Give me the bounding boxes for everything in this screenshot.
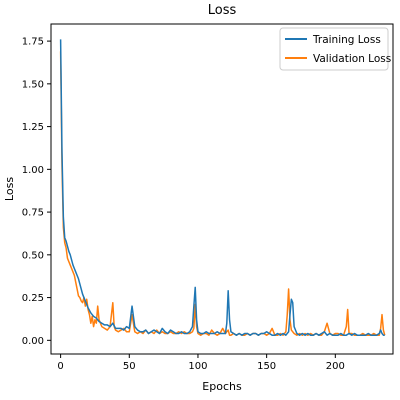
- plot-frame: [50, 23, 394, 355]
- series-lines: [59, 39, 386, 336]
- x-tick-label: 0: [57, 361, 63, 372]
- series-line-training: [59, 39, 385, 336]
- legend-label-validation: Validation Loss: [313, 53, 391, 65]
- y-axis: 0.00 0.25 0.50 0.75 1.00 1.25 1.50 1.75: [22, 37, 51, 347]
- series-line-validation: [59, 51, 386, 336]
- x-axis: 0 50 100 150 200: [57, 354, 345, 372]
- y-tick-label: 0.25: [22, 293, 44, 304]
- x-tick-label: 200: [326, 361, 345, 372]
- chart-title: Loss: [208, 3, 237, 18]
- x-tick-label: 50: [123, 361, 136, 372]
- plot-area: [50, 23, 394, 355]
- y-tick-label: 0.00: [22, 336, 44, 347]
- y-axis-label: Loss: [3, 177, 16, 201]
- legend-label-training: Training Loss: [312, 34, 381, 46]
- x-tick-label: 150: [257, 361, 276, 372]
- y-tick-label: 1.00: [22, 165, 44, 176]
- y-tick-label: 0.50: [22, 250, 44, 261]
- y-tick-label: 1.50: [22, 79, 44, 90]
- x-axis-label: Epochs: [202, 380, 242, 393]
- y-tick-label: 1.75: [22, 37, 44, 48]
- x-tick-label: 100: [188, 361, 207, 372]
- legend: Training Loss Validation Loss: [279, 27, 391, 71]
- y-tick-label: 1.25: [22, 122, 44, 133]
- y-tick-label: 0.75: [22, 208, 44, 219]
